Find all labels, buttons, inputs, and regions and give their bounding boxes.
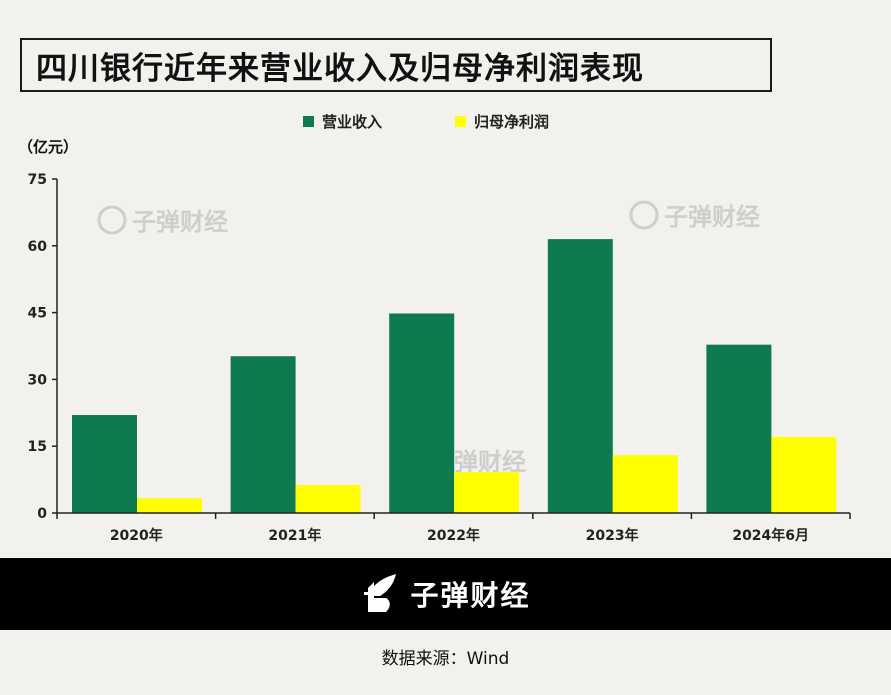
- legend-label-1: 归母净利润: [474, 113, 549, 131]
- x-tick-label: 2022年: [427, 527, 480, 544]
- bar-net-profit-2: [454, 472, 519, 513]
- footer-brand-name: 子弹财经: [410, 574, 530, 614]
- bar-revenue-4: [706, 345, 771, 513]
- legend: 营业收入 归母净利润: [303, 113, 549, 131]
- bars: [72, 239, 836, 513]
- bar-net-profit-0: [137, 498, 202, 513]
- bar-net-profit-1: [296, 485, 361, 513]
- x-tick-label: 2023年: [586, 527, 639, 544]
- legend-swatch-1: [455, 116, 466, 127]
- data-source: 数据来源：Wind: [0, 644, 891, 669]
- y-tick-label: 0: [37, 506, 47, 522]
- y-tick-label: 30: [28, 372, 48, 388]
- legend-label-0: 营业收入: [322, 113, 382, 131]
- x-tick-label: 2021年: [268, 527, 321, 544]
- watermark-text: 子弹财经: [664, 203, 760, 231]
- y-unit-label: （亿元）: [18, 138, 78, 156]
- y-tick-label: 15: [28, 439, 47, 455]
- y-axis: 0 15 30 45 60 75: [28, 172, 57, 522]
- x-tick-label: 2024年6月: [732, 527, 809, 544]
- x-tick-label: 2020年: [110, 527, 163, 544]
- watermark-1: 子弹财经: [631, 202, 760, 231]
- bar-revenue-2: [389, 313, 454, 513]
- y-tick-label: 45: [28, 306, 47, 322]
- rocket-logo-icon: [360, 572, 400, 616]
- watermark-logo-icon: [631, 202, 657, 228]
- watermark-text: 子弹财经: [132, 208, 228, 236]
- bar-net-profit-4: [771, 437, 836, 513]
- watermark-0: 子弹财经: [99, 207, 228, 236]
- legend-swatch-0: [303, 116, 314, 127]
- bar-revenue-1: [231, 356, 296, 513]
- y-tick-label: 60: [28, 239, 48, 255]
- footer-band: 子弹财经: [0, 558, 891, 630]
- bar-revenue-0: [72, 415, 137, 513]
- watermark-logo-icon: [99, 207, 125, 233]
- y-tick-label: 75: [28, 172, 47, 188]
- x-axis: 2020年 2021年 2022年 2023年 2024年6月: [57, 513, 850, 544]
- bar-revenue-3: [548, 239, 613, 513]
- bar-net-profit-3: [613, 455, 678, 513]
